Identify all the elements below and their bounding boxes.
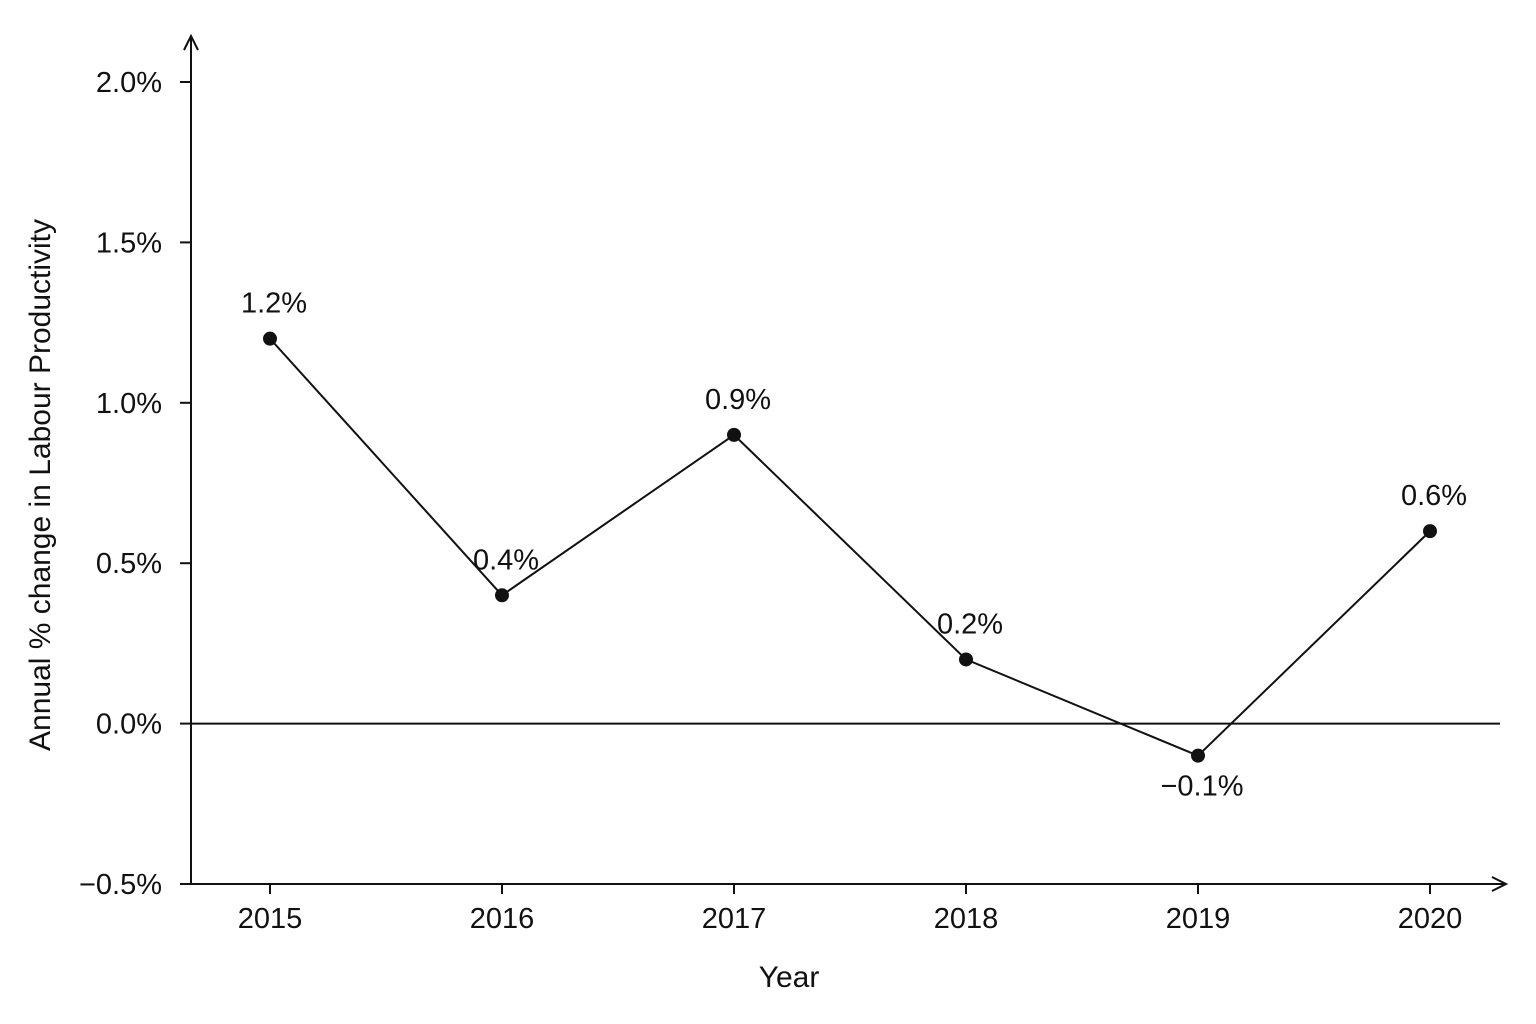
data-label: 0.6%	[1401, 480, 1467, 512]
data-label: 0.4%	[473, 544, 539, 576]
y-ticks: −0.5% 0.0% 0.5% 1.0% 1.5% 2.0%	[79, 67, 191, 901]
series-line	[269, 337, 1431, 757]
x-ticks: 2015 2016 2017 2018 2019 2020	[238, 884, 1463, 935]
x-axis-title: Year	[759, 961, 820, 994]
series	[263, 331, 1437, 763]
data-label: −0.1%	[1160, 771, 1243, 803]
data-point	[959, 652, 973, 667]
data-label: 1.2%	[241, 288, 307, 320]
data-label: 0.2%	[937, 608, 1003, 640]
data-point	[263, 331, 277, 346]
x-tick-label: 2018	[934, 903, 999, 935]
y-tick-label: 1.5%	[96, 227, 162, 259]
x-axis-arrow	[1491, 876, 1509, 892]
axes	[180, 33, 1509, 892]
x-tick-label: 2016	[470, 903, 535, 935]
y-axis-title: Annual % change in Labour Productivity	[24, 219, 57, 751]
x-tick-label: 2015	[238, 903, 303, 935]
y-tick-label: 1.0%	[96, 388, 162, 420]
x-tick-label: 2019	[1166, 903, 1231, 935]
y-tick-label: −0.5%	[79, 869, 162, 901]
data-point	[727, 427, 741, 442]
x-tick-label: 2017	[702, 903, 767, 935]
data-label: 0.9%	[705, 384, 771, 416]
data-point	[495, 588, 509, 603]
y-tick-label: 0.5%	[96, 548, 162, 580]
y-tick-label: 2.0%	[96, 67, 162, 99]
y-tick-label: 0.0%	[96, 709, 162, 741]
data-point	[1423, 524, 1437, 539]
x-tick-label: 2020	[1398, 903, 1463, 935]
data-point	[1191, 748, 1205, 763]
data-labels: 1.2% 0.4% 0.9% 0.2% −0.1% 0.6%	[241, 288, 1467, 803]
y-axis-arrow	[183, 33, 199, 51]
